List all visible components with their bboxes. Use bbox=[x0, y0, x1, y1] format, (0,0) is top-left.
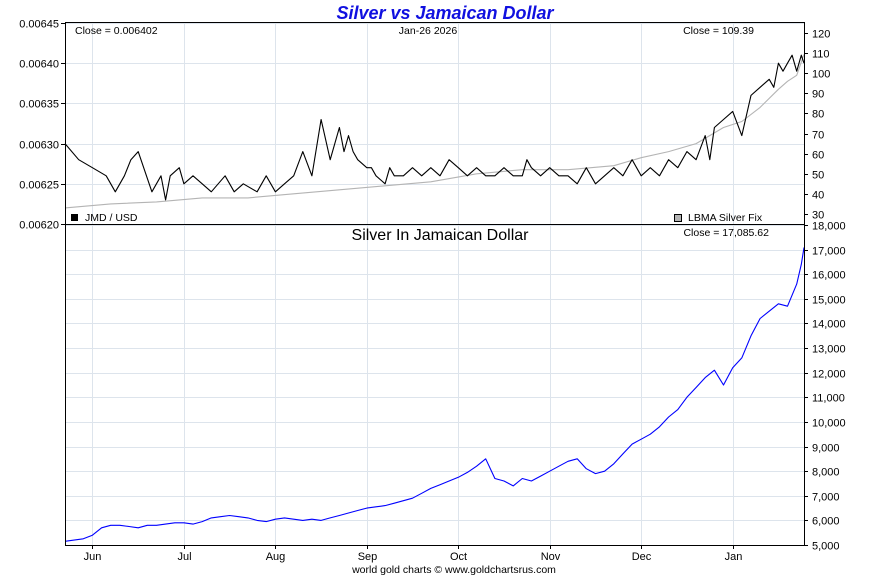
right-tick-label: 16,000 bbox=[812, 270, 846, 282]
top-panel-grid bbox=[65, 23, 804, 225]
right-tick-label: 8,000 bbox=[812, 467, 840, 479]
right-tick-label: 17,000 bbox=[812, 246, 846, 258]
right-tick-label: 14,000 bbox=[812, 319, 846, 331]
chart-title: Silver vs Jamaican Dollar bbox=[336, 3, 554, 23]
right-tick-label: 50 bbox=[812, 170, 824, 182]
legend-swatch-jmd bbox=[71, 214, 78, 221]
right-tick-label: 80 bbox=[812, 109, 824, 121]
x-tick-label: Jul bbox=[177, 551, 191, 563]
x-tick-label: Sep bbox=[358, 551, 378, 563]
left-tick-label: 0.00635 bbox=[19, 99, 59, 111]
left-tick-label: 0.00630 bbox=[19, 140, 59, 152]
silver-in-jmd-series-line bbox=[64, 247, 805, 542]
date-label: Jan-26 2026 bbox=[399, 25, 458, 37]
right-tick-label: 10,000 bbox=[812, 418, 846, 430]
right-tick-label: 9,000 bbox=[812, 443, 840, 455]
bottom-close-label: Close = 17,085.62 bbox=[683, 227, 769, 239]
right-tick-label: 5,000 bbox=[812, 541, 840, 553]
silver-fix-series-line bbox=[64, 54, 805, 209]
right-tick-label: 12,000 bbox=[812, 369, 846, 381]
legend-label-jmd: JMD / USD bbox=[85, 212, 138, 224]
x-axis: Jun Jul Aug Sep Oct Nov Dec Jan bbox=[84, 545, 743, 563]
legend-label-silver: LBMA Silver Fix bbox=[688, 212, 763, 224]
top-left-axis: 0.00620 0.00625 0.00630 0.00635 0.00640 0.006… bbox=[19, 19, 65, 232]
right-tick-label: 60 bbox=[812, 150, 824, 162]
x-tick-label: Jan bbox=[725, 551, 743, 563]
right-tick-label: 6,000 bbox=[812, 516, 840, 528]
right-tick-label: 70 bbox=[812, 130, 824, 142]
right-tick-label: 11,000 bbox=[812, 393, 845, 405]
legend-swatch-silver bbox=[674, 214, 682, 222]
subtitle: Silver In Jamaican Dollar bbox=[352, 227, 530, 244]
bottom-panel-series bbox=[64, 247, 805, 542]
bottom-right-axis: 5,000 6,000 7,000 8,000 9,000 10,000 11,000 12,… bbox=[804, 221, 846, 553]
bottom-panel-frame bbox=[65, 224, 805, 546]
right-tick-label: 40 bbox=[812, 190, 824, 202]
right-tick-label: 120 bbox=[812, 29, 830, 41]
right-tick-label: 7,000 bbox=[812, 492, 840, 504]
right-tick-label: 90 bbox=[812, 89, 824, 101]
jmd-usd-series-line bbox=[64, 54, 805, 201]
right-tick-label: 13,000 bbox=[812, 344, 846, 356]
footer-credit: world gold charts © www.goldchartsrus.co… bbox=[351, 564, 556, 575]
right-close-label: Close = 109.39 bbox=[683, 25, 754, 37]
right-tick-label: 110 bbox=[812, 49, 830, 61]
x-tick-label: Jun bbox=[84, 551, 102, 563]
right-tick-label: 18,000 bbox=[812, 221, 846, 233]
top-right-axis: 30 40 50 60 70 80 90 100 110 120 bbox=[804, 29, 830, 222]
left-close-label: Close = 0.006402 bbox=[75, 25, 158, 37]
x-tick-label: Dec bbox=[632, 551, 652, 563]
x-tick-label: Oct bbox=[450, 551, 467, 563]
right-tick-label: 100 bbox=[812, 69, 830, 81]
right-tick-label: 15,000 bbox=[812, 295, 846, 307]
x-tick-label: Aug bbox=[266, 551, 286, 563]
left-tick-label: 0.00645 bbox=[19, 19, 59, 31]
top-panel-series bbox=[64, 54, 805, 209]
x-tick-label: Nov bbox=[541, 551, 561, 563]
right-tick-label: 30 bbox=[812, 210, 824, 222]
left-tick-label: 0.00625 bbox=[19, 180, 59, 192]
left-tick-label: 0.00640 bbox=[19, 59, 59, 71]
left-tick-label: 0.00620 bbox=[19, 220, 59, 232]
